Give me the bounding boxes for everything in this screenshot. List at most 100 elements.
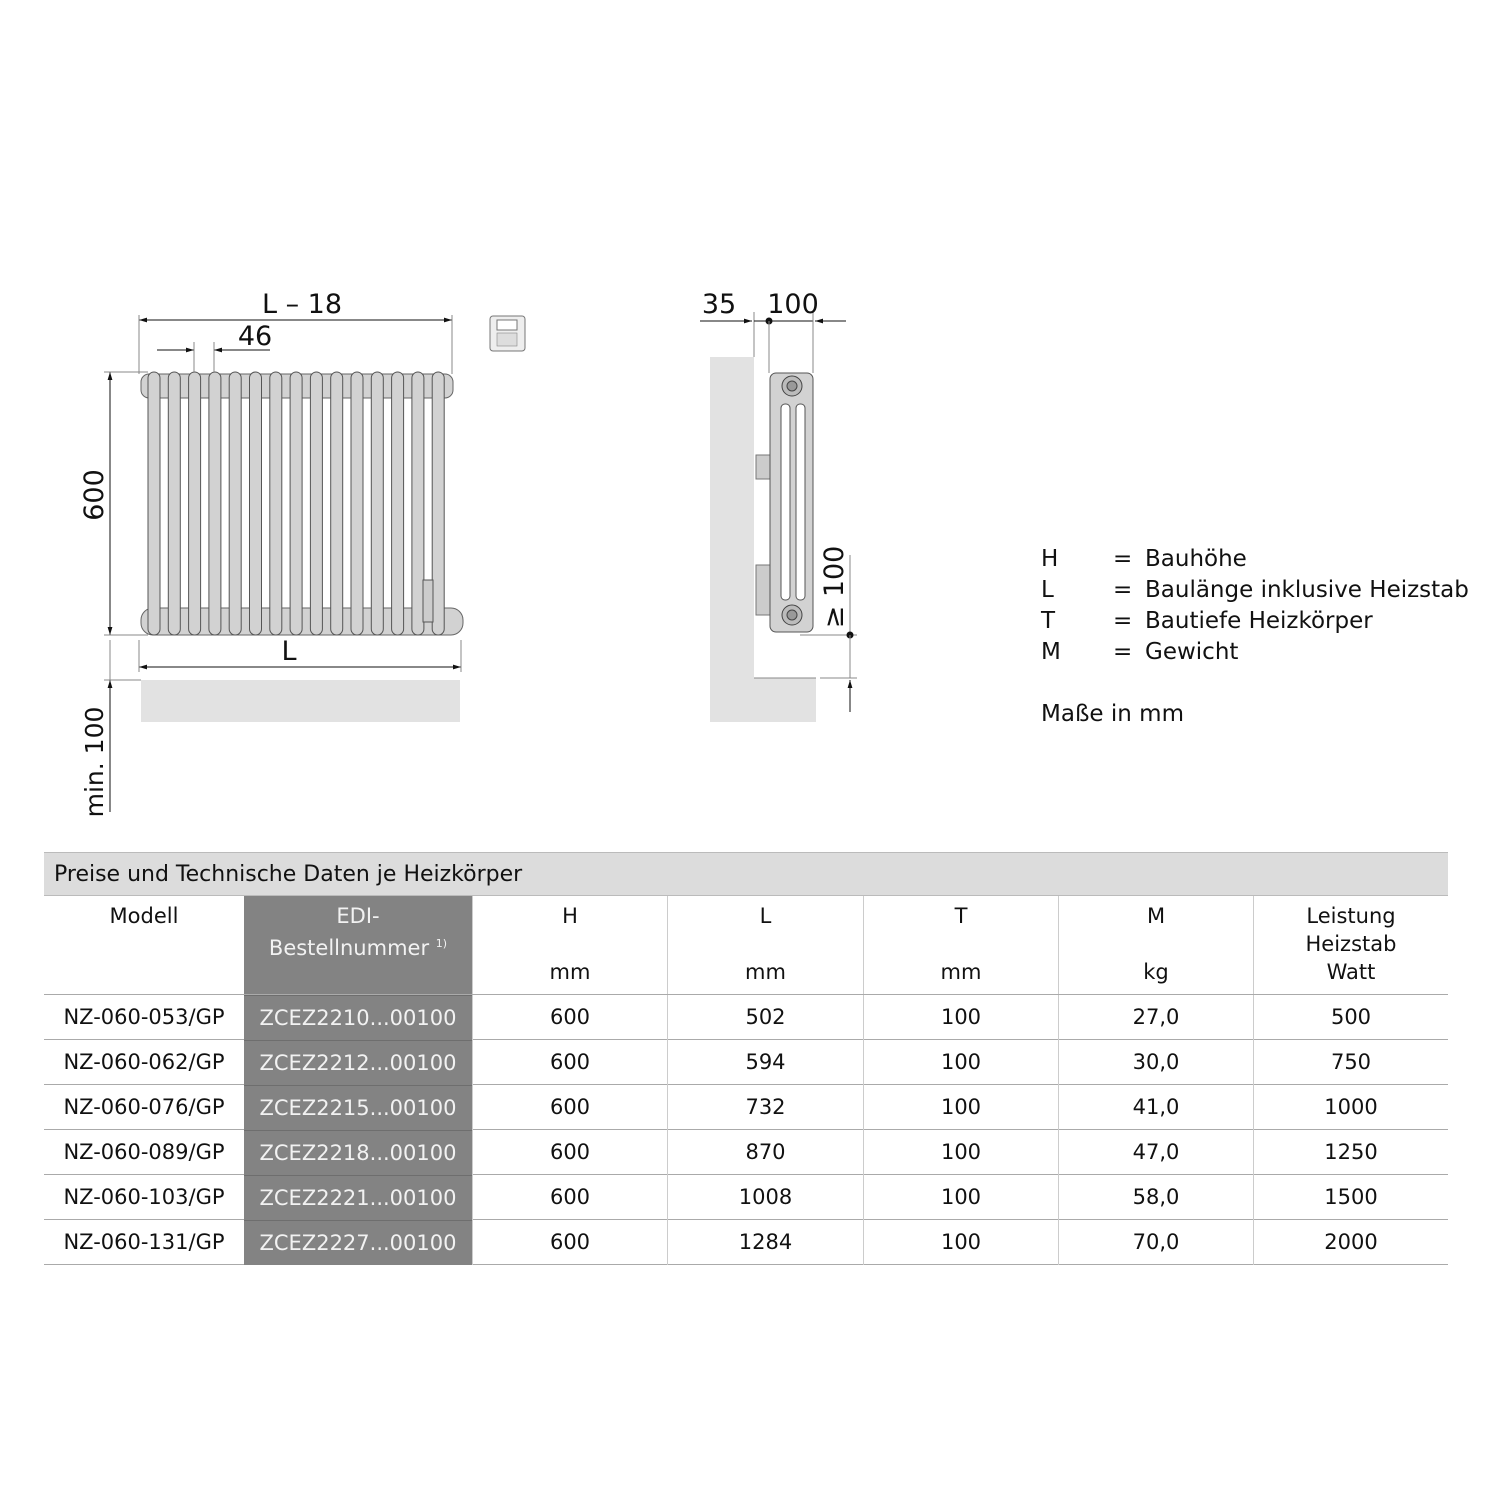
units-note: Maße in mm: [1041, 701, 1184, 727]
table-cell: 100: [863, 995, 1058, 1040]
dim-l: L: [281, 636, 296, 667]
dim-100-depth: 100: [767, 289, 819, 320]
radiator-column: [289, 371, 303, 636]
table-cell: 47,0: [1058, 1130, 1253, 1175]
table-cell: ZCEZ2227...00100: [244, 1220, 472, 1265]
legend-eq: =: [1113, 608, 1133, 634]
header-unit: mm: [940, 960, 982, 984]
table-row: NZ-060-089/GP ZCEZ2218...00100 600 870 100 47…: [44, 1130, 1448, 1175]
dim-35: 35: [702, 289, 736, 320]
table-cell: ZCEZ2215...00100: [244, 1085, 472, 1130]
table-cell: 100: [863, 1085, 1058, 1130]
radiator-column: [411, 371, 425, 636]
radiator-column: [269, 371, 283, 636]
legend-eq: =: [1113, 639, 1133, 665]
table-cell: 41,0: [1058, 1085, 1253, 1130]
table-cell: 1000: [1253, 1085, 1448, 1130]
technical-drawing: L – 18 46 600 L min. 100: [79, 289, 857, 818]
table-cell: 27,0: [1058, 995, 1253, 1040]
table-cell: NZ-060-089/GP: [63, 1140, 225, 1164]
table-cell: 600: [472, 995, 667, 1040]
header-label: EDI-: [336, 904, 380, 928]
table-cell: 750: [1253, 1040, 1448, 1085]
header-label: Heizstab: [1305, 932, 1397, 956]
table-cell: 100: [863, 1175, 1058, 1220]
table-cell: ZCEZ2218...00100: [244, 1130, 472, 1175]
dim-min-100-side: ≥ 100: [819, 546, 850, 629]
header-label: Leistung: [1306, 904, 1396, 928]
radiator-column: [147, 371, 161, 636]
table-cell: ZCEZ2212...00100: [244, 1040, 472, 1085]
legend-text: Baulänge inklusive Heizstab: [1145, 577, 1469, 603]
header-leistung: Leistung Heizstab Watt: [1253, 896, 1448, 994]
legend-item: M = Gewicht: [1041, 637, 1469, 668]
legend-key: T: [1041, 608, 1056, 634]
table-cell: 100: [863, 1040, 1058, 1085]
table-row: NZ-060-131/GP ZCEZ2227...00100 600 1284 100 7…: [44, 1220, 1448, 1265]
radiator-column: [228, 371, 242, 636]
radiator-column: [309, 371, 323, 636]
header-unit: kg: [1143, 960, 1169, 984]
header-label: Modell: [109, 904, 179, 928]
header-label: T: [954, 904, 968, 928]
radiator-column: [167, 371, 181, 636]
table-cell: 1250: [1253, 1130, 1448, 1175]
front-view: L – 18 46 600 L min. 100: [79, 289, 526, 818]
legend-text: Bautiefe Heizkörper: [1145, 608, 1373, 634]
table-cell: NZ-060-062/GP: [63, 1050, 225, 1074]
legend: H = Bauhöhe L = Baulänge inklusive Heizstab …: [1041, 544, 1469, 730]
radiator-column: [391, 371, 405, 636]
table-body: NZ-060-053/GP ZCEZ2210...00100 600 502 100 27…: [44, 995, 1448, 1265]
header-unit: mm: [549, 960, 591, 984]
table-cell: 500: [1253, 995, 1448, 1040]
table-row: NZ-060-053/GP ZCEZ2210...00100 600 502 100 27…: [44, 995, 1448, 1040]
legend-item: H = Bauhöhe: [1041, 544, 1469, 575]
table-cell: NZ-060-076/GP: [63, 1095, 225, 1119]
radiator-columns: [147, 371, 445, 636]
legend-item: L = Baulänge inklusive Heizstab: [1041, 575, 1469, 606]
table-cell: 1500: [1253, 1175, 1448, 1220]
footnote-ref: 1): [435, 937, 448, 950]
table-cell: 594: [667, 1040, 863, 1085]
table-cell: 100: [863, 1220, 1058, 1265]
radiator-column: [330, 371, 344, 636]
table-cell: 600: [472, 1175, 667, 1220]
table-cell: NZ-060-131/GP: [63, 1230, 225, 1254]
header-label: Bestellnummer: [268, 936, 430, 960]
radiator-column: [370, 371, 384, 636]
dim-46: 46: [238, 321, 272, 352]
table-title: Preise und Technische Daten je Heizkörpe…: [44, 852, 1448, 896]
table-cell: 600: [472, 1220, 667, 1265]
header-unit: mm: [745, 960, 786, 984]
table-cell: 600: [472, 1130, 667, 1175]
legend-key: L: [1041, 577, 1054, 603]
legend-key: M: [1041, 639, 1061, 665]
legend-eq: =: [1113, 546, 1133, 572]
heating-rod: [422, 579, 434, 623]
dim-min-100: min. 100: [80, 707, 109, 818]
legend-item: T = Bautiefe Heizkörper: [1041, 606, 1469, 637]
legend-text: Gewicht: [1145, 639, 1239, 665]
table-cell: 732: [667, 1085, 863, 1130]
header-edi: EDI- Bestellnummer 1): [244, 896, 472, 994]
table-cell: 1008: [667, 1175, 863, 1220]
thermostat-control-icon: [489, 315, 526, 352]
header-unit: Watt: [1326, 960, 1376, 984]
header-modell: Modell: [44, 896, 244, 994]
spec-table: Preise und Technische Daten je Heizkörpe…: [44, 852, 1448, 1265]
radiator-side: [769, 372, 814, 633]
legend-eq: =: [1113, 577, 1133, 603]
table-cell: 2000: [1253, 1220, 1448, 1265]
header-label: H: [562, 904, 578, 928]
table-cell: 70,0: [1058, 1220, 1253, 1265]
table-cell: NZ-060-053/GP: [63, 1005, 225, 1029]
dim-600: 600: [79, 469, 110, 521]
table-row: NZ-060-103/GP ZCEZ2221...00100 600 1008 100 5…: [44, 1175, 1448, 1220]
table-cell: 502: [667, 995, 863, 1040]
radiator-column: [188, 371, 202, 636]
table-cell: ZCEZ2210...00100: [244, 995, 472, 1040]
